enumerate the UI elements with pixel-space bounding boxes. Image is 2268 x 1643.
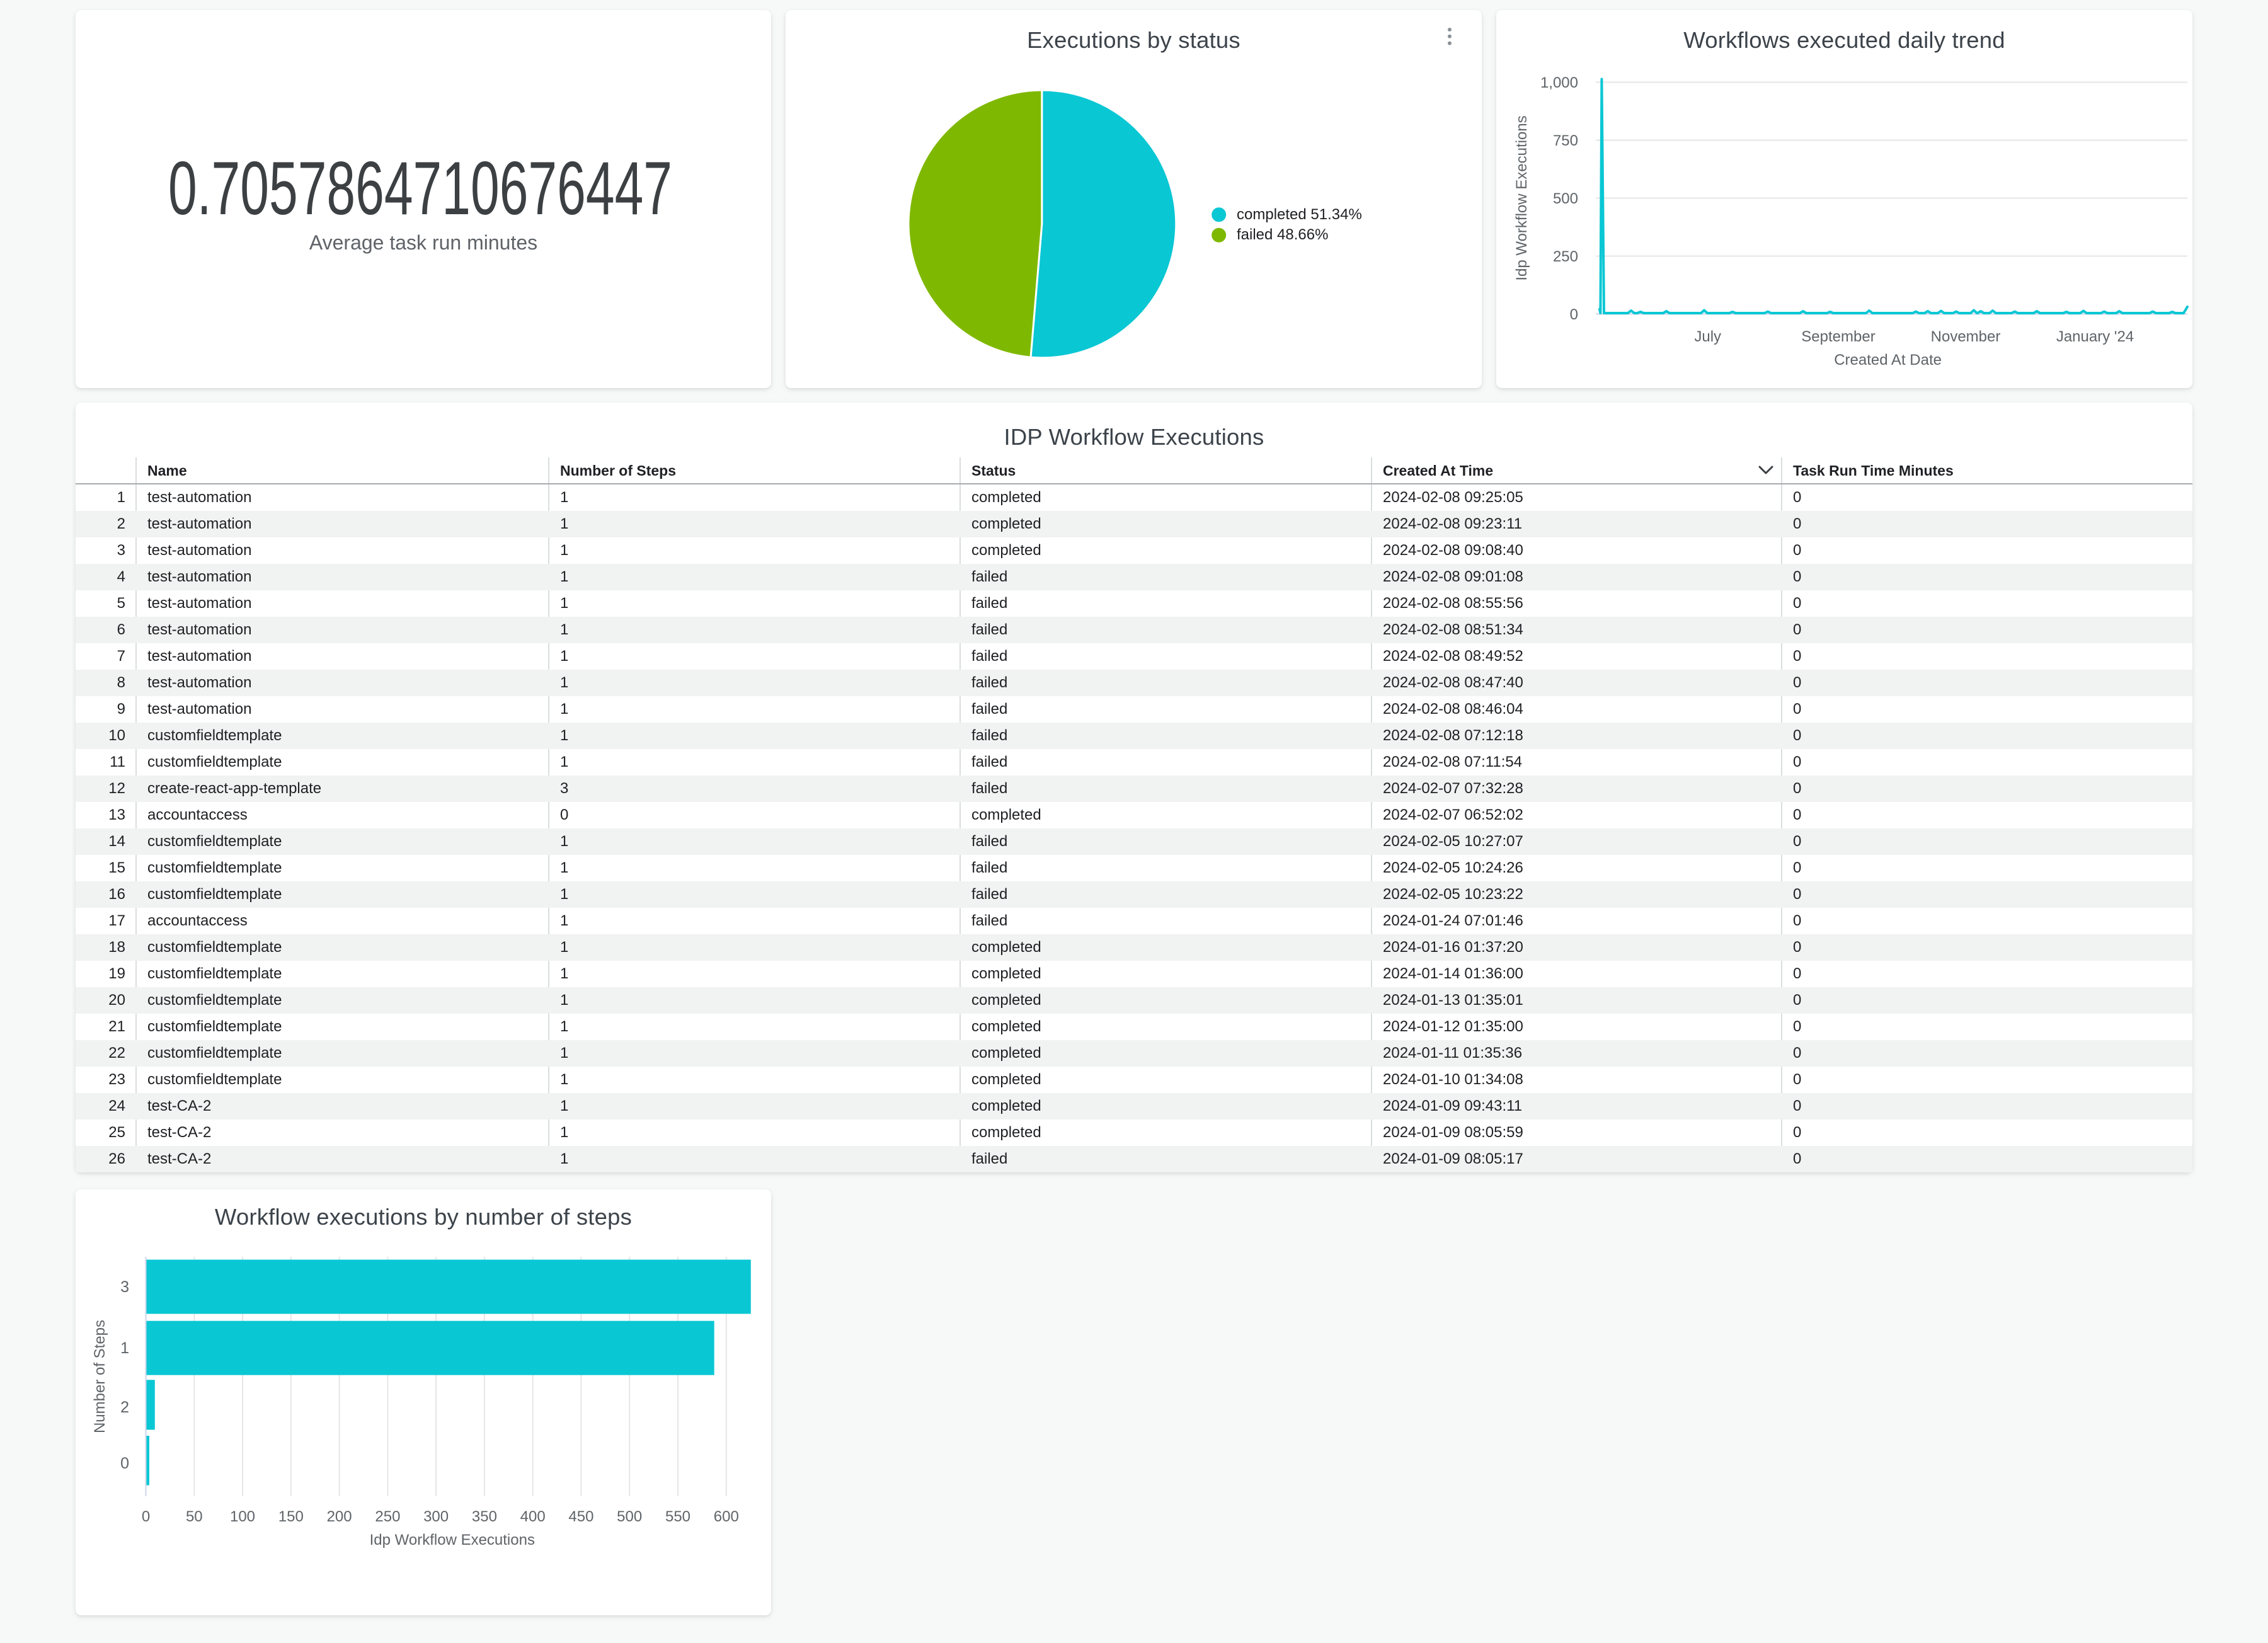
svg-text:300: 300 — [423, 1508, 449, 1525]
svg-text:100: 100 — [230, 1508, 255, 1525]
svg-text:50: 50 — [186, 1508, 203, 1525]
svg-text:Idp Workflow Executions: Idp Workflow Executions — [1513, 115, 1530, 280]
svg-text:150: 150 — [278, 1508, 304, 1525]
svg-text:250: 250 — [375, 1508, 400, 1525]
svg-text:November: November — [1931, 328, 2001, 345]
svg-text:500: 500 — [617, 1508, 642, 1525]
svg-text:2: 2 — [120, 1399, 129, 1416]
svg-text:550: 550 — [665, 1508, 690, 1525]
svg-text:750: 750 — [1553, 132, 1578, 149]
svg-text:3: 3 — [120, 1278, 129, 1296]
svg-text:1: 1 — [120, 1339, 129, 1357]
svg-text:250: 250 — [1553, 248, 1578, 265]
svg-text:January '24: January '24 — [2056, 328, 2134, 345]
svg-text:350: 350 — [472, 1508, 497, 1525]
svg-text:500: 500 — [1553, 190, 1578, 207]
svg-text:July: July — [1694, 328, 1721, 345]
svg-text:400: 400 — [520, 1508, 546, 1525]
svg-text:0: 0 — [142, 1508, 150, 1525]
svg-text:Idp Workflow Executions: Idp Workflow Executions — [370, 1531, 535, 1549]
svg-text:450: 450 — [568, 1508, 593, 1525]
svg-text:0: 0 — [120, 1455, 129, 1472]
svg-text:0: 0 — [1570, 306, 1578, 323]
svg-text:Created At Date: Created At Date — [1834, 352, 1942, 369]
svg-text:Number of Steps: Number of Steps — [91, 1320, 108, 1433]
svg-text:600: 600 — [714, 1508, 739, 1525]
svg-text:1,000: 1,000 — [1540, 74, 1578, 91]
svg-text:200: 200 — [327, 1508, 352, 1525]
svg-text:September: September — [1801, 328, 1875, 345]
